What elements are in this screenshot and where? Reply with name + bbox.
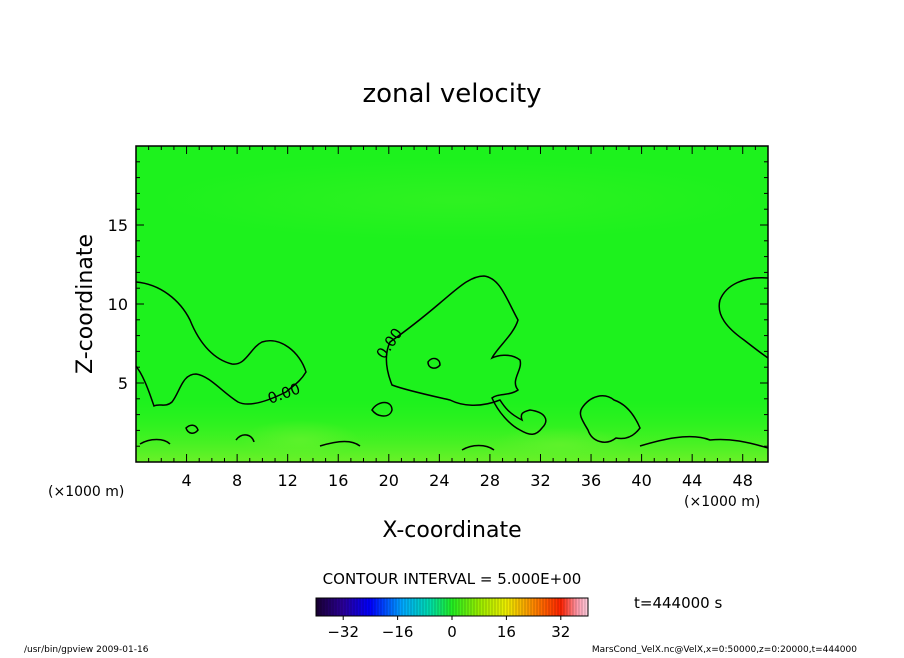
contour-bottom-3 [319, 440, 361, 447]
x-tick-label: 28 [480, 471, 500, 490]
x-tick-label: 36 [581, 471, 601, 490]
colorbar-gradient [316, 598, 588, 616]
colorbar: −32 −16 0 16 32 [315, 597, 589, 641]
x-tick-label: 40 [631, 471, 651, 490]
contour-right [718, 277, 769, 359]
x-tick-label: 44 [682, 471, 702, 490]
x-tick-label: 24 [429, 471, 449, 490]
x-tick-label: 20 [379, 471, 399, 490]
field-shading-spot [240, 420, 360, 460]
x-tick-label: 4 [181, 471, 191, 490]
x-unit-label-left: (×1000 m) [48, 484, 124, 500]
contour-bottom-2 [235, 434, 255, 443]
contour-left [135, 281, 307, 408]
contour-bottom-5 [639, 435, 769, 449]
footer-left: /usr/bin/gpview 2009-01-16 [24, 645, 149, 654]
colorbar-tick-label: 0 [447, 623, 457, 641]
colorbar-stripes [317, 598, 586, 616]
y-axis: 5 10 15 [108, 161, 768, 447]
colorbar-tick-label: −16 [382, 623, 414, 641]
y-axis-label: Z-coordinate [73, 234, 98, 374]
contour-blob-1 [427, 357, 441, 369]
plot-area: 0.00 0.00 [135, 145, 769, 463]
contour-interval-text: CONTOUR INTERVAL = 5.000E+00 [323, 570, 582, 588]
y-tick-label: 15 [108, 216, 128, 235]
contour-blob-3 [579, 395, 641, 443]
field-shading [160, 160, 760, 240]
x-axis-label: X-coordinate [382, 518, 521, 543]
y-tick-label: 5 [118, 374, 128, 393]
x-tick-label: 8 [232, 471, 242, 490]
footer-right: MarsCond_VelX.nc@VelX,x=0:50000,z=0:2000… [592, 645, 857, 654]
x-tick-label: 48 [733, 471, 753, 490]
x-unit-label-right: (×1000 m) [684, 494, 760, 510]
colorbar-ticks: −32 −16 0 16 32 [327, 616, 570, 641]
x-tick-label: 12 [278, 471, 298, 490]
contour-bottom-6 [185, 424, 199, 434]
contour-blob-2 [371, 401, 393, 417]
colorbar-tick-label: 16 [497, 623, 516, 641]
x-tick-label: 16 [328, 471, 348, 490]
x-tick-label: 32 [530, 471, 550, 490]
colorbar-tick-label: −32 [327, 623, 359, 641]
contour-bottom-4 [461, 444, 495, 451]
x-axis: 4 8 12 16 20 24 28 32 36 40 44 48 [148, 146, 756, 490]
zero-contours [135, 275, 769, 451]
y-tick-label: 10 [108, 295, 128, 314]
contour-center [385, 275, 547, 435]
chart-title: zonal velocity [362, 79, 541, 109]
time-label: t=444000 s [634, 594, 722, 612]
contour-bottom-1 [139, 438, 171, 445]
field-shading-spot [490, 427, 630, 463]
field-shading-bottom [136, 400, 768, 462]
colorbar-tick-label: 32 [551, 623, 570, 641]
